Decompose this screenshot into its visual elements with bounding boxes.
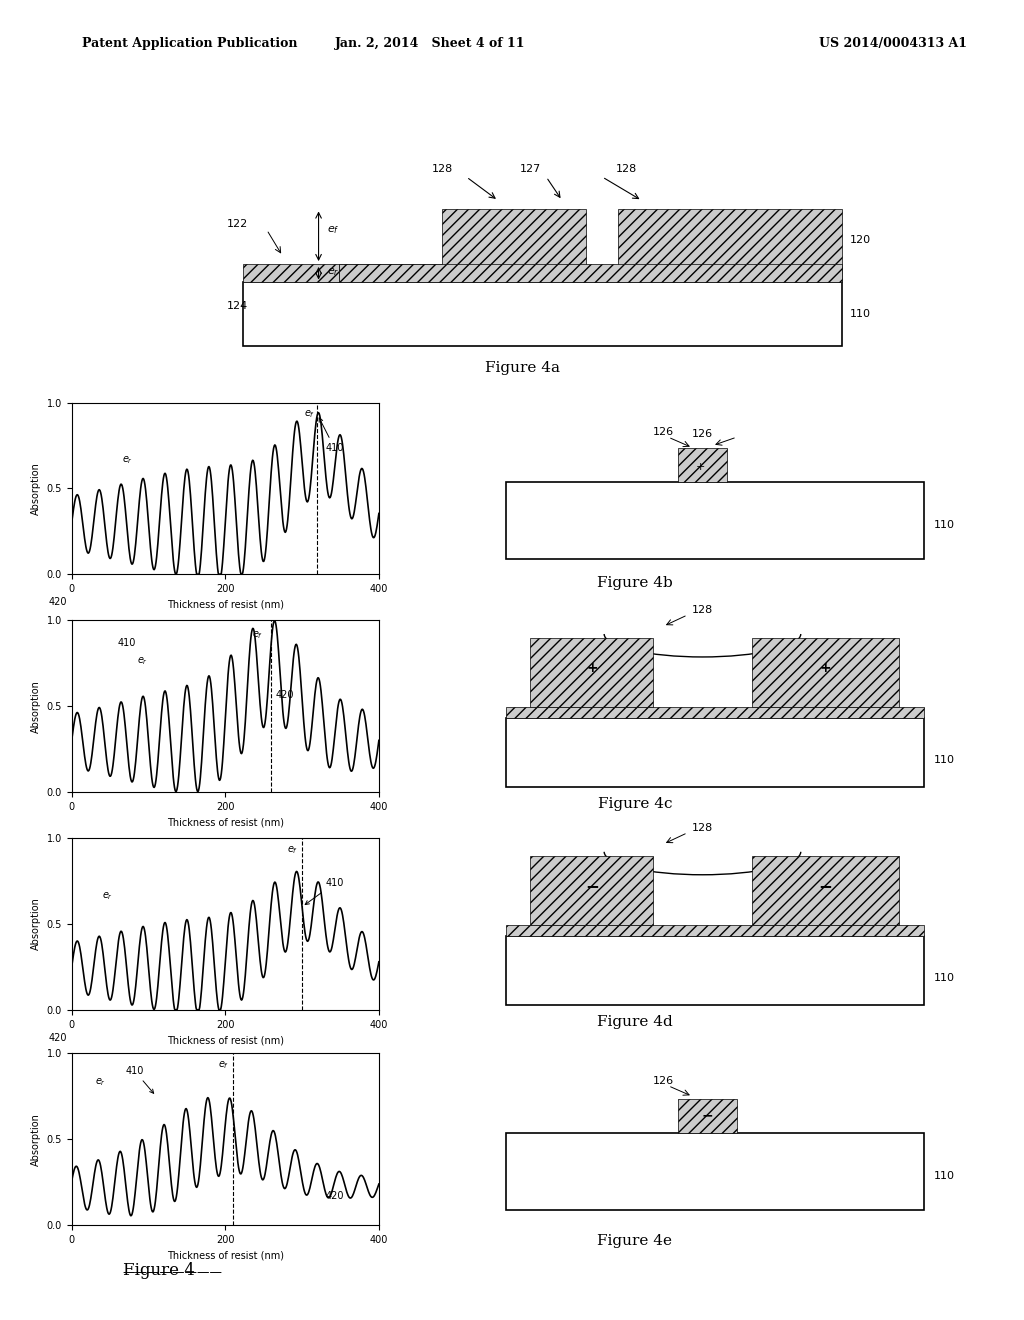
Y-axis label: Absorption: Absorption <box>31 680 41 733</box>
Text: 420: 420 <box>275 689 294 700</box>
Text: 420: 420 <box>49 1032 68 1043</box>
Bar <box>506 482 924 560</box>
Text: Patent Application Publication: Patent Application Publication <box>82 37 297 50</box>
Text: Figure 4c: Figure 4c <box>598 797 672 810</box>
Bar <box>678 1098 737 1133</box>
Text: 128: 128 <box>432 164 453 174</box>
Text: US 2014/0004313 A1: US 2014/0004313 A1 <box>819 37 968 50</box>
Text: −: − <box>585 878 599 895</box>
Bar <box>243 282 842 346</box>
Text: $e_f$: $e_f$ <box>327 224 339 236</box>
Bar <box>530 638 653 706</box>
Bar <box>506 924 924 936</box>
Text: $e_r$: $e_r$ <box>122 454 133 466</box>
Text: $e_r$: $e_r$ <box>94 1076 105 1088</box>
Text: 122: 122 <box>226 219 248 230</box>
Text: Jan. 2, 2014   Sheet 4 of 11: Jan. 2, 2014 Sheet 4 of 11 <box>335 37 525 50</box>
Bar <box>506 718 924 787</box>
Text: $e_r$: $e_r$ <box>327 267 339 279</box>
Y-axis label: Absorption: Absorption <box>31 462 41 515</box>
Bar <box>506 706 924 718</box>
Text: 410: 410 <box>125 1067 154 1093</box>
Text: 420: 420 <box>326 1191 344 1201</box>
Text: +: + <box>819 661 831 676</box>
Text: $e_f$: $e_f$ <box>218 1059 229 1071</box>
Text: 110: 110 <box>934 520 954 531</box>
Text: 110: 110 <box>850 309 870 319</box>
X-axis label: Thickness of resist (nm): Thickness of resist (nm) <box>167 599 284 610</box>
Y-axis label: Absorption: Absorption <box>31 898 41 950</box>
Text: $e_r$: $e_r$ <box>102 890 114 902</box>
Text: 410: 410 <box>305 878 343 904</box>
Bar <box>506 936 924 1005</box>
Text: +: + <box>695 462 705 473</box>
Text: $e_f$: $e_f$ <box>304 408 315 420</box>
Text: 124: 124 <box>226 301 248 312</box>
X-axis label: Thickness of resist (nm): Thickness of resist (nm) <box>167 817 284 828</box>
X-axis label: Thickness of resist (nm): Thickness of resist (nm) <box>167 1250 284 1261</box>
Text: 120: 120 <box>850 235 870 246</box>
Bar <box>752 638 899 706</box>
Bar <box>506 1133 924 1210</box>
Text: −: − <box>701 1109 713 1123</box>
Text: Figure 4b: Figure 4b <box>597 577 673 590</box>
Text: +: + <box>586 661 598 676</box>
Text: 126: 126 <box>653 426 675 437</box>
Bar <box>243 264 339 282</box>
Bar <box>339 264 442 282</box>
Text: 128: 128 <box>692 605 713 615</box>
Text: 110: 110 <box>934 755 954 766</box>
Text: 127: 127 <box>519 164 541 174</box>
Text: 128: 128 <box>615 164 637 174</box>
Bar <box>618 209 842 282</box>
Text: −: − <box>818 878 833 895</box>
Text: Figure 4d: Figure 4d <box>597 1015 673 1028</box>
Text: $e_f$: $e_f$ <box>253 630 264 642</box>
Text: 420: 420 <box>49 597 68 607</box>
Text: 128: 128 <box>692 822 713 833</box>
Text: 126: 126 <box>653 1076 675 1085</box>
Text: 110: 110 <box>934 1171 954 1181</box>
X-axis label: Thickness of resist (nm): Thickness of resist (nm) <box>167 1035 284 1045</box>
Text: Figure 4e: Figure 4e <box>597 1234 673 1247</box>
Text: $e_r$: $e_r$ <box>137 655 148 667</box>
Text: ————————: ———————— <box>123 1266 223 1279</box>
Text: 410: 410 <box>319 418 343 453</box>
Bar <box>339 264 842 282</box>
Text: 126: 126 <box>692 429 713 440</box>
Bar <box>678 447 727 482</box>
Text: Figure 4: Figure 4 <box>123 1262 195 1279</box>
Y-axis label: Absorption: Absorption <box>31 1113 41 1166</box>
Text: Figure 4a: Figure 4a <box>484 362 560 375</box>
Text: 410: 410 <box>118 638 136 648</box>
Text: $e_f$: $e_f$ <box>288 843 298 855</box>
Text: 110: 110 <box>934 973 954 983</box>
Bar <box>442 209 586 282</box>
Bar <box>752 855 899 924</box>
Bar <box>530 855 653 924</box>
